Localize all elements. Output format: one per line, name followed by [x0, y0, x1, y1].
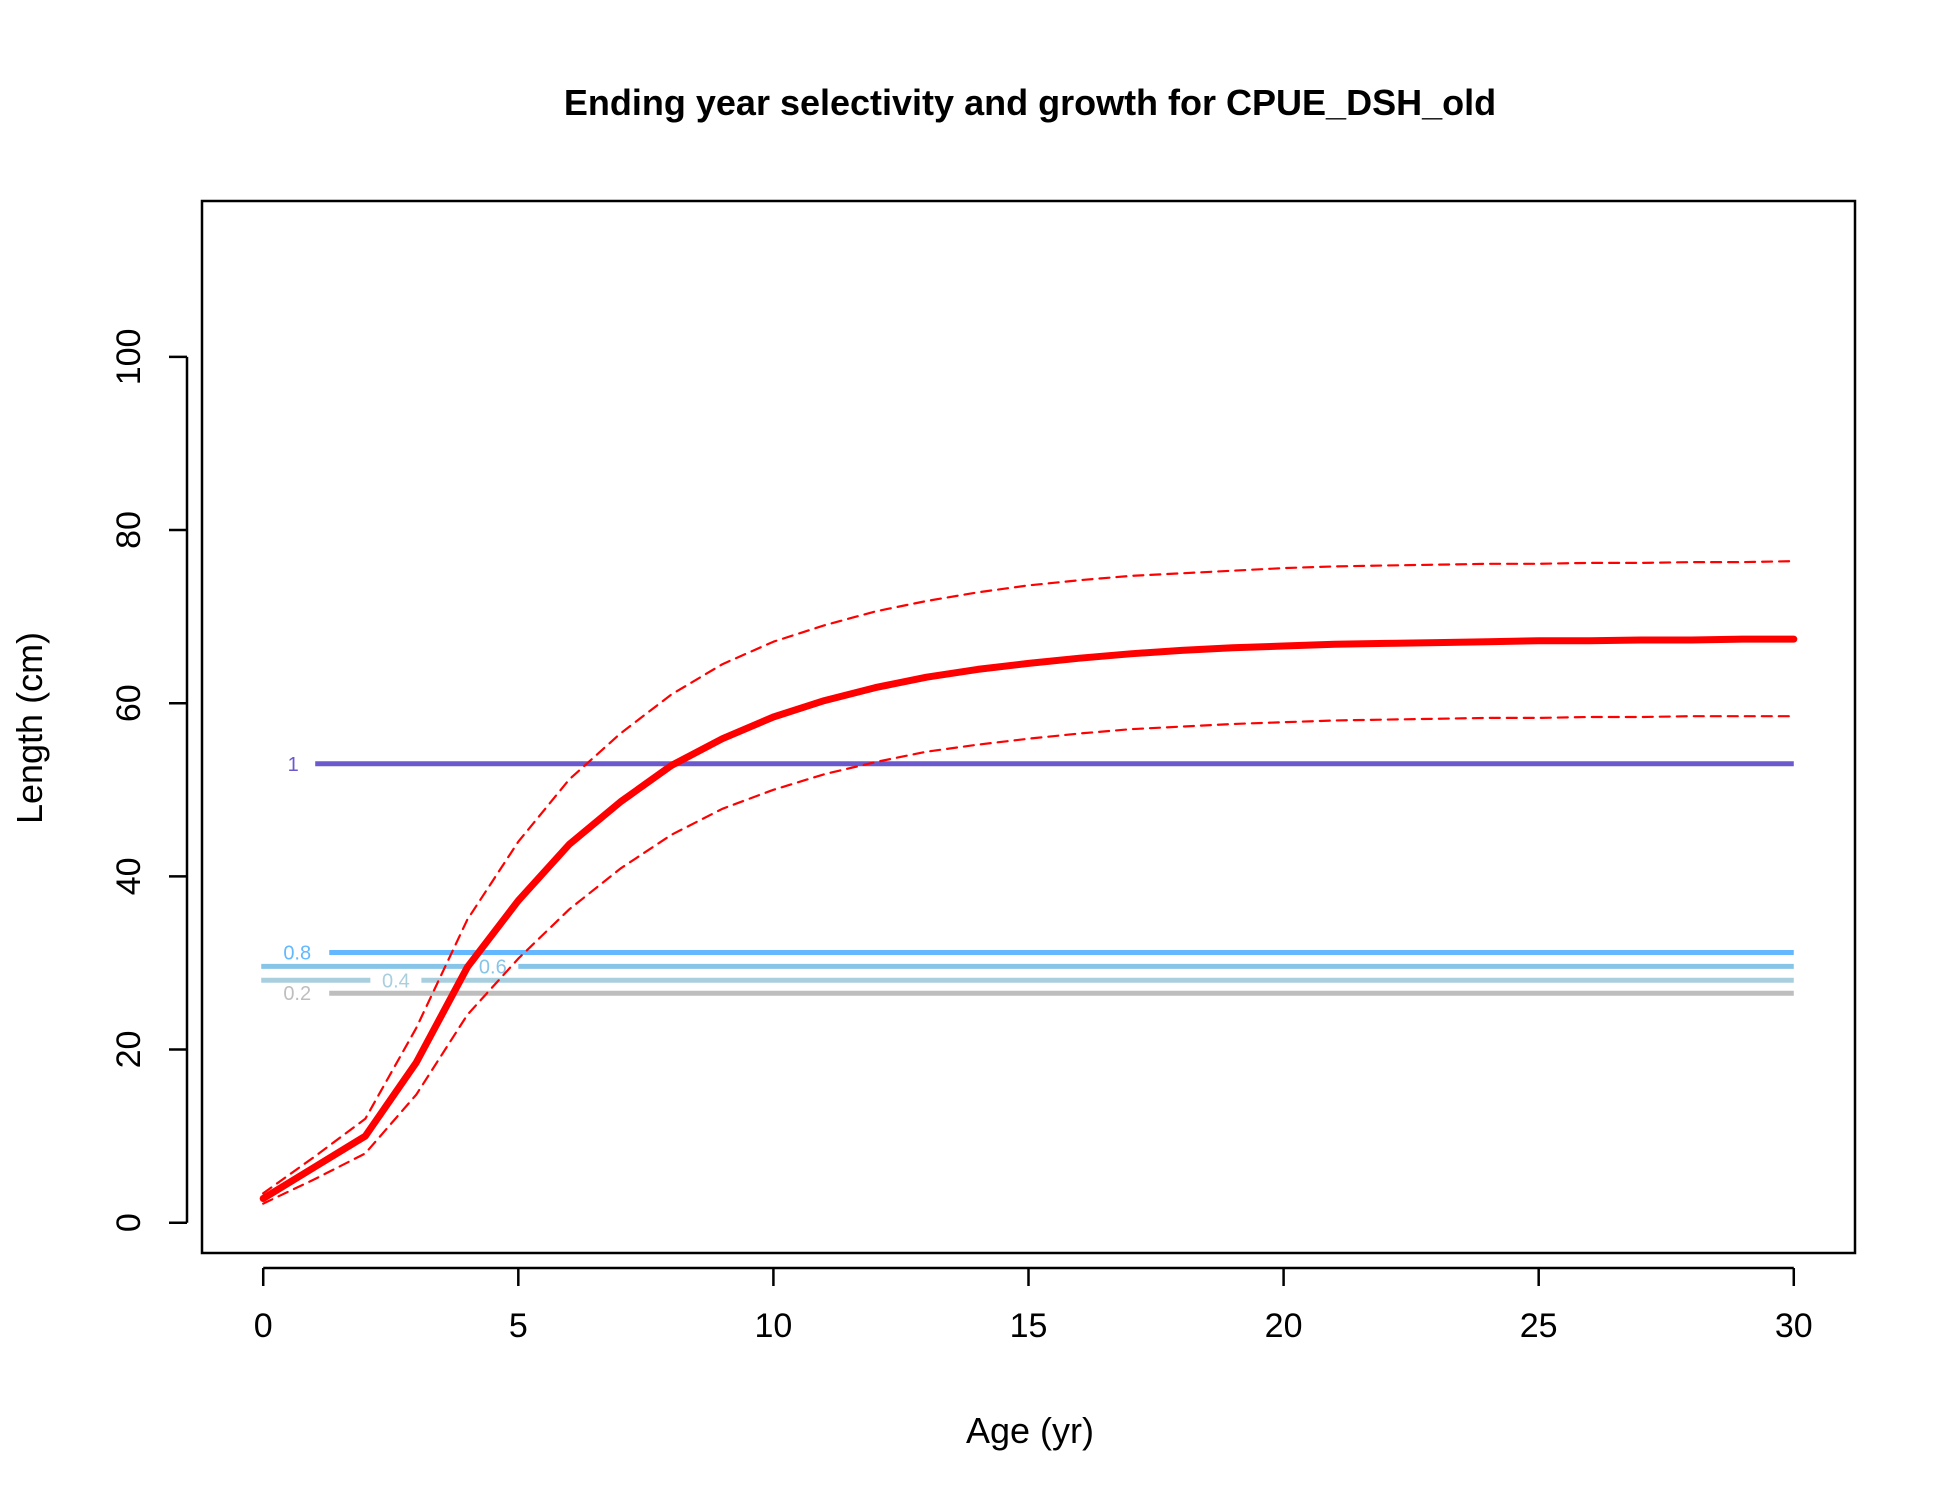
plot-frame — [200, 199, 1857, 1255]
selectivity-contour-lines: 1 0.8 0.6 0.4 0.2 — [261, 754, 1794, 1005]
y-tick-label: 40 — [110, 857, 148, 895]
contour-label-0-8: 0.8 — [283, 943, 311, 965]
x-tick-label: 15 — [1010, 1307, 1048, 1345]
y-tick-label: 100 — [110, 329, 148, 386]
chart-title: Ending year selectivity and growth for C… — [564, 82, 1496, 123]
x-tick-label: 25 — [1520, 1307, 1558, 1345]
y-axis: 0 20 40 60 80 100 — [110, 329, 189, 1232]
x-tick-label: 30 — [1775, 1307, 1813, 1345]
contour-label-0-4: 0.4 — [382, 970, 410, 992]
y-tick-label: 80 — [110, 511, 148, 549]
x-axis: 0 5 10 15 20 25 30 — [254, 1266, 1813, 1345]
contour-label-0-6: 0.6 — [479, 956, 507, 978]
series-growth-lower — [262, 715, 1795, 1205]
contour-label-1: 1 — [288, 754, 299, 776]
series-growth-mean — [259, 635, 1798, 1202]
x-axis-label: Age (yr) — [966, 1410, 1094, 1451]
x-tick-label: 10 — [754, 1307, 792, 1345]
y-tick-label: 60 — [110, 684, 148, 722]
contour-label-0-2: 0.2 — [283, 983, 311, 1005]
y-tick-label: 0 — [110, 1213, 148, 1232]
series-growth-upper — [262, 560, 1795, 1195]
y-tick-label: 20 — [110, 1031, 148, 1069]
y-axis-label: Length (cm) — [9, 632, 50, 824]
x-tick-label: 0 — [254, 1307, 273, 1345]
x-tick-label: 20 — [1265, 1307, 1303, 1345]
x-tick-label: 5 — [509, 1307, 528, 1345]
growth-series — [259, 560, 1798, 1205]
